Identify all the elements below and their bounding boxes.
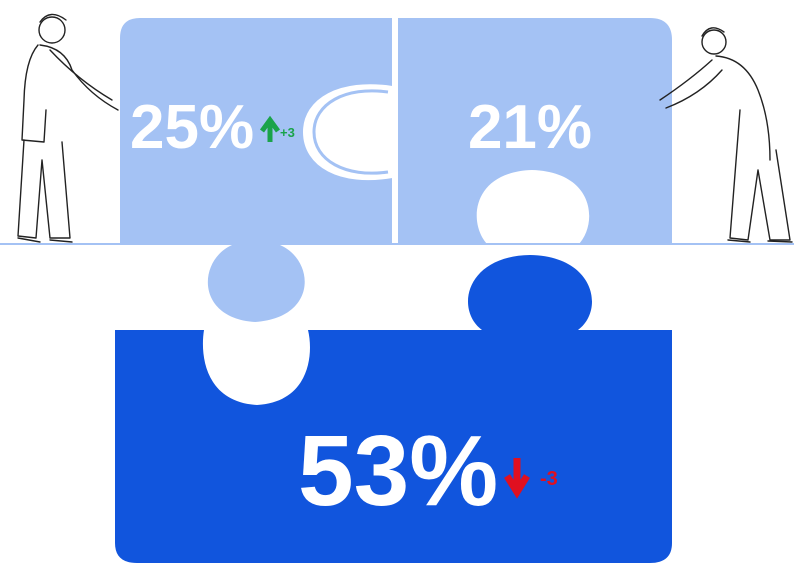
person-right bbox=[659, 27, 793, 243]
puzzle-piece-top-left bbox=[120, 18, 393, 322]
person-left bbox=[17, 13, 119, 243]
up-arrow bbox=[259, 115, 281, 142]
value-label: 53% bbox=[298, 415, 498, 527]
puzzle-piece-top-right bbox=[398, 18, 672, 245]
down-arrow bbox=[504, 458, 530, 499]
value-label: 21% bbox=[468, 93, 592, 162]
change-label: +3 bbox=[280, 125, 295, 140]
puzzle-piece-bottom bbox=[115, 255, 672, 563]
change-label: -3 bbox=[540, 468, 558, 490]
value-label: 25% bbox=[130, 93, 254, 162]
